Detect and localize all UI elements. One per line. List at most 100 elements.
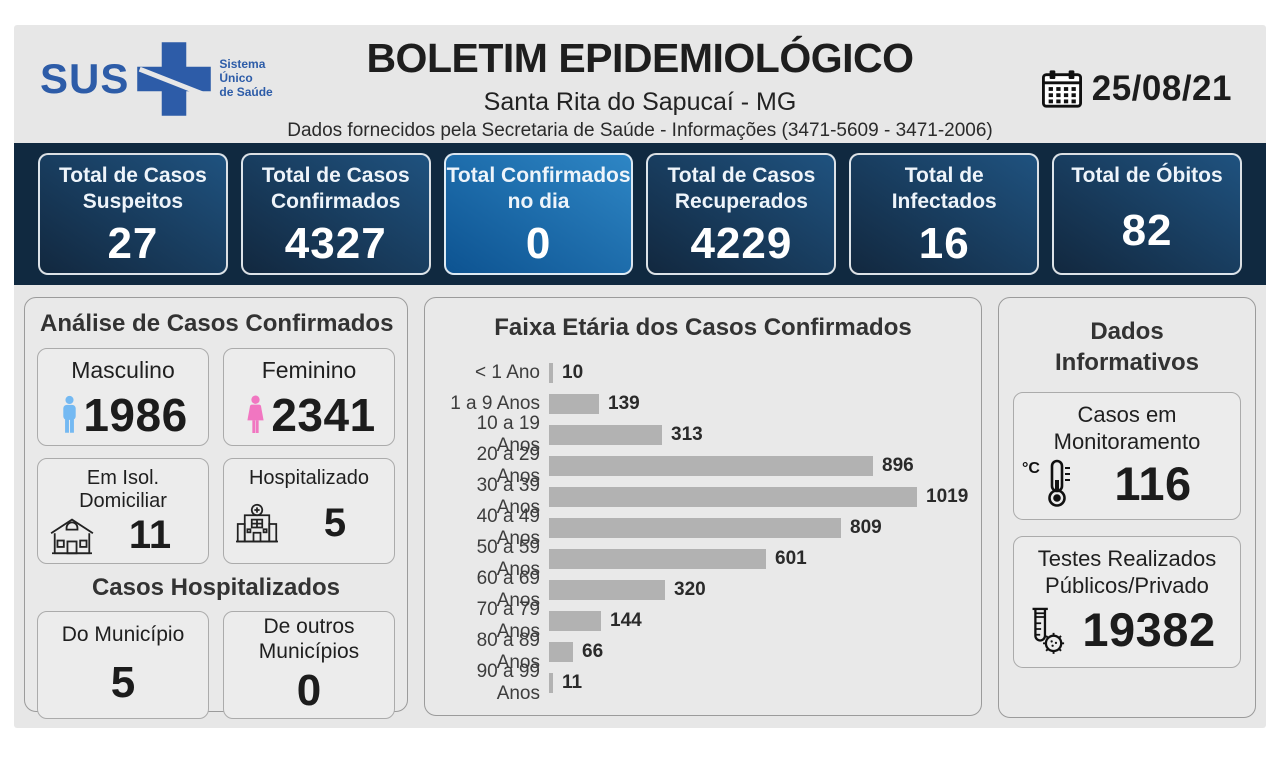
age-chart: < 1 Ano 10 1 a 9 Anos 139 10 a 19 Anos 313 20 … [437,358,969,704]
stat-card: Total de Óbitos 82 [1052,153,1242,275]
header-titles: BOLETIM EPIDEMIOLÓGICO Santa Rita do Sap… [14,25,1266,142]
chart-category-label: 70 a 79 Anos [476,598,540,642]
info-line: Dados fornecidos pela Secretaria de Saúd… [287,120,993,141]
report-date-text: 25/08/21 [1091,69,1232,108]
chart-category-label: 80 a 89 Anos [476,629,540,673]
other-municipalities-value: 0 [296,666,322,716]
thermometer-unit: °C [1022,460,1040,478]
age-chart-title: Faixa Etária dos Casos Confirmados [494,314,912,341]
municipality-value: 5 [110,657,136,707]
other-municipalities-card: De outros Municípios 0 [223,611,395,719]
chart-bar [549,610,601,631]
monitoring-label: Casos em Monitoramento [1053,402,1201,454]
municipality-card: Do Município 5 [37,611,209,719]
chart-value-label: 320 [674,578,706,600]
hospitalized-section-title: Casos Hospitalizados [91,574,341,601]
stat-label: Total de Casos Suspeitos [59,164,207,214]
chart-bar [549,672,553,693]
male-icon [63,395,77,433]
sus-logo-tagline: Sistema Único de Saúde [219,57,273,99]
chart-value-label: 139 [608,392,640,414]
chart-category-label: < 1 Ano [475,361,540,383]
sus-logo-text: SUS [40,55,130,102]
tests-value: 19382 [1082,602,1216,656]
monitoring-card: Casos em Monitoramento °C [1013,392,1241,521]
stats-bar: Total de Casos Suspeitos 27 Total de Casos… [14,143,1266,285]
chart-row: 40 a 49 Anos 809 [437,506,969,549]
hospitalized-label: Hospitalizado [248,467,370,489]
hospital-icon [236,503,278,542]
analysis-title: Análise de Casos Confirmados [40,310,394,337]
chart-row: 50 a 59 Anos 601 [437,537,969,580]
main-content: Análise de Casos Confirmados Masculino 1… [14,285,1266,719]
chart-row: 70 a 79 Anos 144 [437,599,969,642]
chart-value-label: 10 [562,361,584,383]
info-panel-title: Dados Informativos [1054,318,1200,377]
stat-value: 27 [107,219,159,269]
chart-row: 80 a 89 Anos 66 [437,630,969,673]
hospitalized-value: 5 [323,501,347,545]
chart-row: < 1 Ano 10 [437,358,969,387]
chart-category-label: 10 a 19 Anos [476,412,540,456]
isolation-card: Em Isol. Domiciliar 11 [37,458,209,564]
chart-category-label: 1 a 9 Anos [450,392,540,414]
stat-value: 4229 [690,219,793,269]
chart-value-label: 601 [775,547,807,569]
chart-row: 20 a 29 Anos 896 [437,444,969,487]
chart-row: 90 a 99 Anos 11 [437,661,969,704]
stat-card: Total Confirmados no dia 0 [443,153,634,275]
female-card: Feminino 2341 [223,348,395,446]
stat-label: Total de Casos Recuperados [667,164,816,214]
chart-row: 60 a 69 Anos 320 [437,568,969,611]
other-municipalities-label: De outros Municípios [258,614,360,664]
chart-bar [549,548,766,569]
female-icon [247,395,264,433]
house-icon [50,518,94,554]
hospitalized-card: Hospitalizado [223,458,395,564]
chart-bar [549,641,573,662]
thermometer-icon-wrap: °C [1022,458,1074,508]
calendar-icon [1041,70,1082,108]
stat-label: Total de Casos Confirmados [261,164,410,214]
bulletin-frame: SUS Sistema Único de Saúde BOLETIM EPIDE… [14,25,1266,728]
stat-label: Total de Óbitos [1071,164,1223,187]
chart-row: 10 a 19 Anos 313 [437,413,969,456]
stat-value: 82 [1121,206,1173,256]
chart-bar [549,517,841,538]
chart-bar [549,362,553,383]
sus-cross-icon [137,42,212,116]
tests-card: Testes Realizados Públicos/Privado 19382 [1013,536,1241,669]
chart-bar [549,579,665,600]
header: SUS Sistema Único de Saúde BOLETIM EPIDE… [14,25,1266,143]
stat-value: 16 [918,219,970,269]
stat-label: Total Confirmados no dia [446,164,631,214]
chart-category-label: 90 a 99 Anos [476,660,540,704]
testtube-icon [1032,608,1065,655]
chart-row: 30 a 39 Anos 1019 [437,475,969,518]
chart-row: 1 a 9 Anos 139 [437,389,969,418]
stat-value: 0 [525,219,552,269]
stat-card: Total de Casos Confirmados 4327 [240,153,431,275]
analysis-panel: Análise de Casos Confirmados Masculino 1… [24,297,408,719]
male-value: 1986 [83,388,188,441]
chart-value-label: 11 [562,671,583,693]
chart-bar [549,424,662,445]
chart-category-label: 60 a 69 Anos [476,567,540,611]
tests-label: Testes Realizados Públicos/Privado [1037,546,1217,598]
male-card: Masculino 1986 [37,348,209,446]
page-subtitle: Santa Rita do Sapucaí - MG [483,88,797,116]
stat-card: Total de Infectados 16 [849,153,1040,275]
chart-value-label: 313 [671,423,703,445]
sus-logo: SUS Sistema Único de Saúde [40,41,273,117]
chart-category-label: 20 a 29 Anos [476,443,540,487]
chart-category-label: 40 a 49 Anos [476,505,540,549]
male-label: Masculino [71,357,175,383]
chart-category-label: 30 a 39 Anos [476,474,540,518]
stat-card: Total de Casos Suspeitos 27 [38,153,228,275]
page-title: BOLETIM EPIDEMIOLÓGICO [366,35,914,81]
chart-value-label: 144 [610,609,642,631]
chart-value-label: 809 [850,516,882,538]
chart-value-label: 66 [582,640,604,662]
report-date: 25/08/21 [1041,69,1232,109]
chart-bar [549,486,917,507]
